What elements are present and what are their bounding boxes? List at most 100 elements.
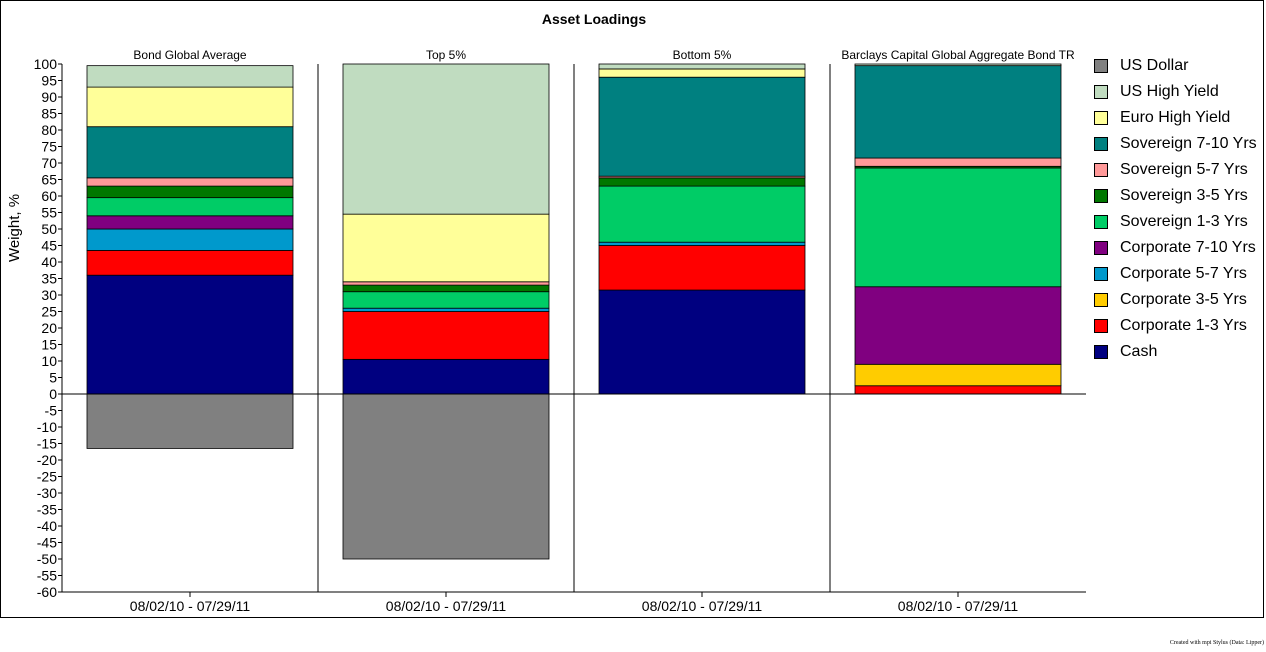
y-tick-label: 75 [41, 139, 57, 155]
legend-label: Sovereign 1-3 Yrs [1120, 213, 1248, 230]
bar-segment [854, 363, 1062, 387]
legend-label: Corporate 5-7 Yrs [1120, 265, 1247, 282]
legend-item: US Dollar [1094, 53, 1257, 79]
y-axis-label: Weight, % [6, 194, 23, 262]
legend-label: Sovereign 3-5 Yrs [1120, 187, 1248, 204]
bar-segment [86, 215, 294, 230]
bar-segment [342, 307, 550, 312]
y-tick-label: -35 [37, 502, 57, 518]
panel-title: Bond Global Average [133, 48, 247, 62]
bar-segment [86, 65, 294, 88]
bar-segment [342, 281, 550, 286]
bar-segment [598, 289, 806, 395]
y-tick-label: -20 [37, 452, 57, 468]
y-tick-label: -30 [37, 485, 57, 501]
legend-label: Sovereign 5-7 Yrs [1120, 161, 1248, 178]
x-tick-label: 08/02/10 - 07/29/11 [642, 598, 763, 614]
y-tick-label: 55 [41, 205, 57, 221]
credit-text: Created with mpi Stylus (Data: Lipper) [1169, 640, 1264, 646]
legend-swatch [1094, 319, 1108, 333]
bar-segment [342, 213, 550, 283]
bar-segment [342, 291, 550, 309]
legend-swatch [1094, 345, 1108, 359]
legend-swatch [1094, 189, 1108, 203]
legend-item: Corporate 5-7 Yrs [1094, 261, 1257, 287]
legend-swatch [1094, 267, 1108, 281]
legend-item: Corporate 7-10 Yrs [1094, 235, 1257, 261]
bar-segment [86, 126, 294, 179]
y-tick-label: 30 [41, 287, 57, 303]
y-tick-label: -5 [45, 403, 58, 419]
y-tick-label: 10 [41, 353, 57, 369]
y-tick-label: 20 [41, 320, 57, 336]
legend-item: Sovereign 5-7 Yrs [1094, 157, 1257, 183]
y-tick-label: 40 [41, 254, 57, 270]
bar-segment [598, 177, 806, 187]
legend-swatch [1094, 241, 1108, 255]
legend-swatch [1094, 137, 1108, 151]
y-tick-label: -55 [37, 568, 57, 584]
panel-title: Bottom 5% [673, 48, 732, 62]
bar-segment [854, 65, 1062, 159]
bar-segment [86, 250, 294, 276]
bar-segment [854, 63, 1062, 67]
bar-segment [342, 311, 550, 360]
legend-label: US High Yield [1120, 83, 1219, 100]
y-tick-label: 70 [41, 155, 57, 171]
bar-segment [598, 68, 806, 78]
legend-label: Corporate 1-3 Yrs [1120, 317, 1247, 334]
y-tick-label: -10 [37, 419, 57, 435]
y-tick-label: -15 [37, 436, 57, 452]
x-tick-label: 08/02/10 - 07/29/11 [386, 598, 507, 614]
bar-segment [86, 197, 294, 217]
legend-label: Corporate 7-10 Yrs [1120, 239, 1256, 256]
y-tick-label: 90 [41, 89, 57, 105]
bar-segment [598, 245, 806, 291]
legend-item: Sovereign 3-5 Yrs [1094, 183, 1257, 209]
y-tick-label: 60 [41, 188, 57, 204]
y-tick-label: 85 [41, 106, 57, 122]
legend-item: Corporate 3-5 Yrs [1094, 287, 1257, 313]
legend-swatch [1094, 111, 1108, 125]
chart-legend: US Dollar US High Yield Euro High Yield Sov… [1094, 53, 1257, 365]
y-tick-label: 95 [41, 73, 57, 89]
legend-item: Cash [1094, 339, 1257, 365]
legend-item: Sovereign 1-3 Yrs [1094, 209, 1257, 235]
y-tick-label: -25 [37, 469, 57, 485]
legend-item: Euro High Yield [1094, 105, 1257, 131]
y-tick-label: -60 [37, 584, 57, 600]
legend-swatch [1094, 215, 1108, 229]
panel-title: Top 5% [426, 48, 466, 62]
legend-item: Sovereign 7-10 Yrs [1094, 131, 1257, 157]
bar-segment [86, 274, 294, 395]
legend-swatch [1094, 293, 1108, 307]
y-tick-label: 65 [41, 172, 57, 188]
y-tick-label: 0 [49, 386, 57, 402]
bar-segment [854, 385, 1062, 395]
bar-segment [86, 228, 294, 251]
bar-segment [86, 393, 294, 449]
y-tick-label: 45 [41, 238, 57, 254]
legend-item: US High Yield [1094, 79, 1257, 105]
bar-segment [854, 167, 1062, 288]
legend-label: US Dollar [1120, 57, 1189, 74]
bar-segment [342, 358, 550, 395]
bar-segment [342, 393, 550, 560]
legend-label: Sovereign 7-10 Yrs [1120, 135, 1257, 152]
legend-swatch [1094, 163, 1108, 177]
legend-item: Corporate 1-3 Yrs [1094, 313, 1257, 339]
bar-segment [598, 241, 806, 246]
bar-segment [86, 185, 294, 199]
y-tick-label: 80 [41, 122, 57, 138]
y-tick-label: 35 [41, 271, 57, 287]
bar-segment [598, 63, 806, 70]
bar-segment [342, 284, 550, 293]
x-tick-label: 08/02/10 - 07/29/11 [130, 598, 251, 614]
y-tick-label: 5 [49, 370, 57, 386]
legend-swatch [1094, 59, 1108, 73]
y-tick-label: 15 [41, 337, 57, 353]
legend-label: Euro High Yield [1120, 109, 1231, 126]
bar-segment [598, 185, 806, 243]
panel-title: Barclays Capital Global Aggregate Bond T… [841, 48, 1075, 62]
